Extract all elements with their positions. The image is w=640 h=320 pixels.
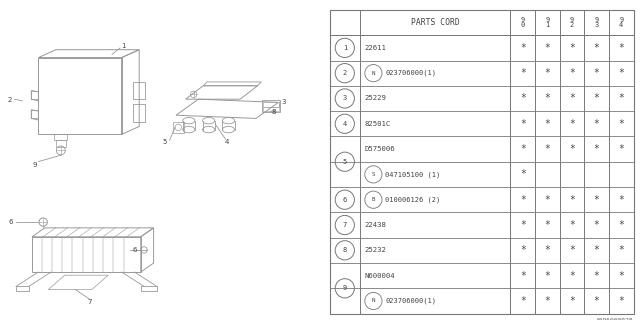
Text: *: * [569, 220, 575, 230]
Text: *: * [520, 169, 525, 180]
Text: *: * [618, 195, 624, 205]
Text: 047105100 (1): 047105100 (1) [385, 171, 440, 178]
Bar [263, 102, 280, 107]
Text: *: * [594, 195, 600, 205]
Text: *: * [545, 43, 550, 53]
Text: PARTS CORD: PARTS CORD [411, 18, 460, 27]
Text: *: * [618, 144, 624, 154]
Text: 8: 8 [342, 247, 347, 253]
Text: A096000028: A096000028 [596, 318, 634, 320]
Text: *: * [569, 68, 575, 78]
Text: *: * [618, 245, 624, 255]
Text: *: * [618, 68, 624, 78]
Text: 6: 6 [9, 219, 13, 225]
Text: *: * [545, 271, 550, 281]
Text: 010006126 (2): 010006126 (2) [385, 196, 440, 203]
Text: *: * [594, 43, 600, 53]
Text: *: * [520, 220, 525, 230]
Text: 7: 7 [342, 222, 347, 228]
Text: 9
2: 9 2 [570, 17, 574, 28]
Bar [31, 91, 38, 99]
Text: 6: 6 [132, 247, 137, 253]
Text: N600004: N600004 [365, 273, 396, 279]
Text: *: * [545, 220, 550, 230]
Text: 9: 9 [33, 162, 38, 168]
Text: *: * [569, 93, 575, 103]
Text: 3: 3 [342, 95, 347, 101]
Text: *: * [520, 195, 525, 205]
Text: *: * [569, 195, 575, 205]
Text: 6: 6 [342, 197, 347, 203]
Text: *: * [569, 43, 575, 53]
Text: *: * [520, 43, 525, 53]
Text: *: * [545, 119, 550, 129]
Text: *: * [545, 245, 550, 255]
Text: 22438: 22438 [365, 222, 387, 228]
Text: *: * [520, 144, 525, 154]
Text: 25229: 25229 [365, 95, 387, 101]
Text: *: * [520, 271, 525, 281]
Text: 7: 7 [87, 300, 92, 305]
Text: *: * [569, 119, 575, 129]
Text: 2: 2 [8, 97, 12, 103]
Text: *: * [545, 144, 550, 154]
Text: *: * [569, 245, 575, 255]
Text: 5: 5 [163, 140, 167, 145]
Text: 4: 4 [225, 140, 229, 145]
Text: N: N [372, 299, 375, 303]
Bar [263, 107, 280, 111]
Text: *: * [520, 119, 525, 129]
Bar [134, 82, 145, 99]
Text: *: * [618, 93, 624, 103]
Text: S: S [372, 172, 375, 177]
Text: *: * [618, 119, 624, 129]
Text: 8: 8 [271, 109, 276, 115]
Text: 22611: 22611 [365, 45, 387, 51]
Text: 25232: 25232 [365, 247, 387, 253]
Text: 9
4: 9 4 [619, 17, 623, 28]
Text: *: * [618, 220, 624, 230]
Text: *: * [594, 245, 600, 255]
Text: *: * [618, 43, 624, 53]
Text: 023706000(1): 023706000(1) [385, 70, 436, 76]
Text: *: * [545, 195, 550, 205]
Text: 4: 4 [342, 121, 347, 127]
Text: *: * [569, 144, 575, 154]
Text: 9: 9 [342, 285, 347, 291]
Text: *: * [569, 296, 575, 306]
Text: *: * [594, 119, 600, 129]
Text: 023706000(1): 023706000(1) [385, 298, 436, 304]
Text: 9
3: 9 3 [595, 17, 599, 28]
Bar [134, 104, 145, 122]
Text: *: * [520, 245, 525, 255]
Text: *: * [594, 93, 600, 103]
Text: D575006: D575006 [365, 146, 396, 152]
Text: *: * [618, 271, 624, 281]
Text: *: * [594, 271, 600, 281]
Text: *: * [520, 296, 525, 306]
Text: 9
1: 9 1 [545, 17, 550, 28]
Text: *: * [545, 68, 550, 78]
Text: 9
0: 9 0 [520, 17, 525, 28]
Text: *: * [545, 296, 550, 306]
Text: 5: 5 [342, 159, 347, 165]
Text: *: * [520, 68, 525, 78]
Text: *: * [594, 68, 600, 78]
Text: 1: 1 [121, 44, 125, 49]
Text: *: * [520, 93, 525, 103]
Text: *: * [594, 296, 600, 306]
Text: *: * [545, 93, 550, 103]
Bar [31, 110, 38, 118]
Text: 2: 2 [342, 70, 347, 76]
Text: 3: 3 [281, 99, 285, 105]
Text: N: N [372, 71, 375, 76]
Text: *: * [594, 144, 600, 154]
Text: B: B [372, 197, 375, 202]
Text: 82501C: 82501C [365, 121, 391, 127]
Text: *: * [618, 296, 624, 306]
Text: *: * [594, 220, 600, 230]
Text: *: * [569, 271, 575, 281]
Text: 1: 1 [342, 45, 347, 51]
Bar [262, 100, 280, 112]
